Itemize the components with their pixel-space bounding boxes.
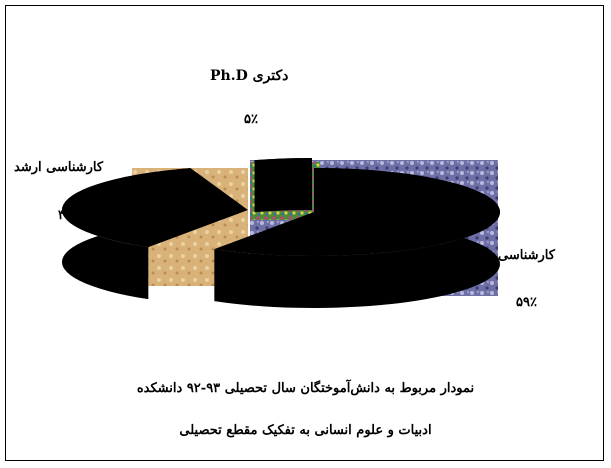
chart-frame (5, 5, 604, 461)
slice-master-top (62, 168, 249, 248)
slice-phd (254, 158, 312, 213)
label-ms-value: ۳۶٪ (58, 208, 79, 223)
phd-slice-edge (264, 161, 312, 167)
slice-bachelor (214, 168, 500, 308)
label-phd-value: ۵٪ (244, 112, 258, 127)
label-phd-name: دکتری Ph.D (210, 68, 289, 84)
chart-title-line-2: ادبیات و علوم انسانی به تفکیک مقطع تحصیل… (179, 423, 432, 438)
chart-title-line-1: نمودار مربوط به دانش‌آموختگان سال تحصیلی… (136, 381, 475, 396)
label-ms-name: کارشناسی ارشد (14, 160, 104, 175)
slice-phd-top (254, 158, 312, 202)
label-bs-name: کارشناسی (498, 248, 555, 263)
slice-master (62, 168, 249, 300)
label-bs-value: ۵۹٪ (516, 295, 537, 310)
slice-bachelor-top (214, 168, 500, 256)
